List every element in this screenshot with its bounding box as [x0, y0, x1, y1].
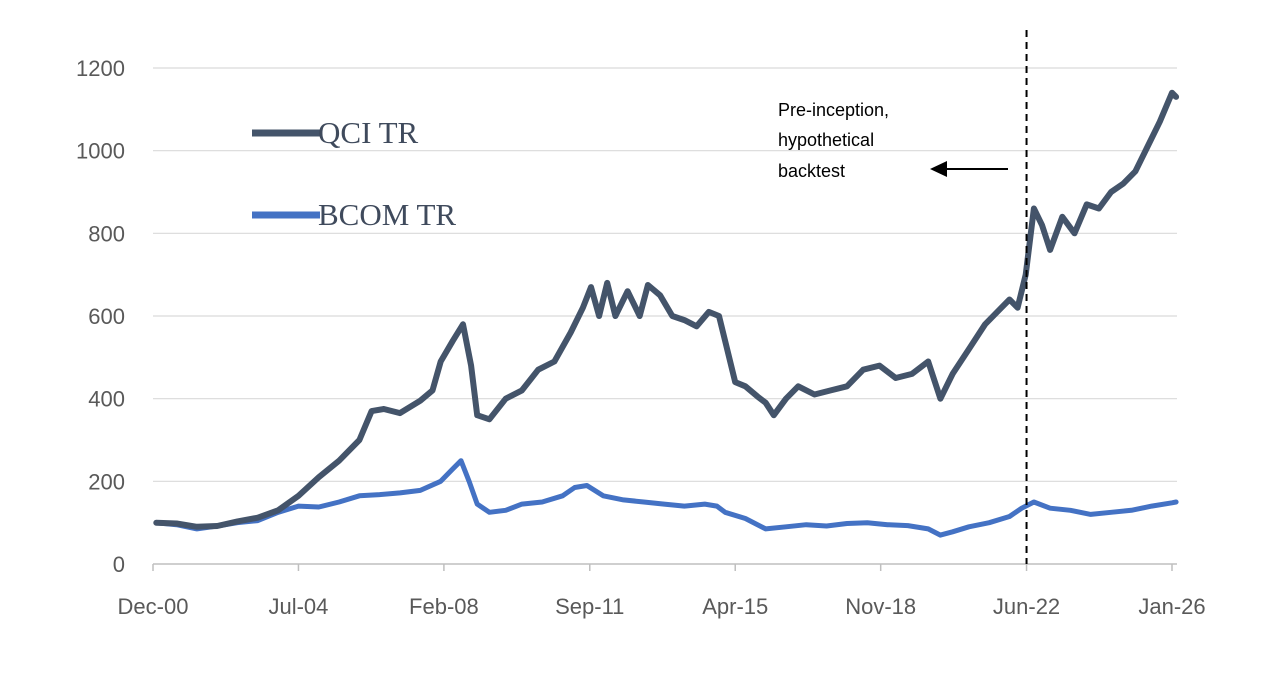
legend-label-qci: QCI TR — [318, 115, 419, 150]
series-line-qci-tr — [153, 89, 1180, 530]
legend-label-bcom: BCOM TR — [318, 197, 456, 232]
y-axis-ticks: 0 200 400 600 800 1000 1200 — [76, 56, 125, 577]
x-tick-label-6: Jun-22 — [993, 594, 1060, 619]
x-tick-label-3: Sep-11 — [555, 594, 624, 619]
series-line-bcom-tr — [153, 458, 1179, 538]
x-axis-ticks: Dec-00 Jul-04 Feb-08 Sep-11 Apr-15 Nov-18 Jun-… — [118, 564, 1206, 619]
annotation-arrow-head-icon — [930, 161, 947, 177]
y-tick-label-1000: 1000 — [76, 139, 125, 164]
y-tick-label-1200: 1200 — [76, 56, 125, 81]
y-tick-label-0: 0 — [113, 552, 125, 577]
y-tick-label-200: 200 — [88, 469, 125, 494]
x-tick-label-5: Nov-18 — [845, 594, 916, 619]
annotation: Pre-inception, hypothetical backtest — [778, 100, 1008, 181]
x-tick-label-2: Feb-08 — [409, 594, 479, 619]
gridlines — [153, 67, 1177, 482]
series-lines — [153, 89, 1180, 538]
x-tick-label-1: Jul-04 — [268, 594, 328, 619]
x-tick-label-4: Apr-15 — [702, 594, 768, 619]
legend: QCI TR BCOM TR — [252, 115, 456, 232]
x-tick-label-0: Dec-00 — [118, 594, 189, 619]
y-tick-label-400: 400 — [88, 387, 125, 412]
x-tick-label-7: Jan-26 — [1138, 594, 1205, 619]
y-tick-label-800: 800 — [88, 221, 125, 246]
annotation-line-3: backtest — [778, 161, 845, 181]
y-tick-label-600: 600 — [88, 304, 125, 329]
annotation-line-2: hypothetical — [778, 130, 874, 150]
annotation-line-1: Pre-inception, — [778, 100, 889, 120]
